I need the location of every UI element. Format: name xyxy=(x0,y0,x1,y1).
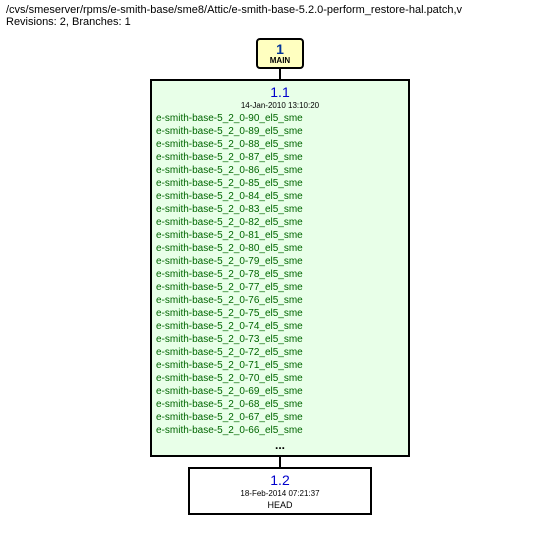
tag-item: e-smith-base-5_2_0-77_el5_sme xyxy=(156,281,404,294)
tag-item: e-smith-base-5_2_0-68_el5_sme xyxy=(156,398,404,411)
head-label: HEAD xyxy=(196,500,364,510)
rev-info: Revisions: 2, Branches: 1 xyxy=(6,16,554,28)
revision-node-1-1[interactable]: 1.1 14-Jan-2010 13:10:20 e-smith-base-5_… xyxy=(150,79,410,457)
tag-item: e-smith-base-5_2_0-73_el5_sme xyxy=(156,333,404,346)
tag-item: e-smith-base-5_2_0-76_el5_sme xyxy=(156,294,404,307)
tag-item: e-smith-base-5_2_0-74_el5_sme xyxy=(156,320,404,333)
tag-item: e-smith-base-5_2_0-69_el5_sme xyxy=(156,385,404,398)
tag-item: e-smith-base-5_2_0-66_el5_sme xyxy=(156,424,404,437)
branch-label: MAIN xyxy=(258,56,302,65)
file-path: /cvs/smeserver/rpms/e-smith-base/sme8/At… xyxy=(6,4,554,16)
connector xyxy=(279,457,281,467)
branch-number: 1 xyxy=(258,42,302,56)
tag-item: e-smith-base-5_2_0-71_el5_sme xyxy=(156,359,404,372)
tag-item: e-smith-base-5_2_0-88_el5_sme xyxy=(156,138,404,151)
revision-date: 14-Jan-2010 13:10:20 xyxy=(156,101,404,110)
tag-item: e-smith-base-5_2_0-83_el5_sme xyxy=(156,203,404,216)
tag-item: e-smith-base-5_2_0-87_el5_sme xyxy=(156,151,404,164)
revision-date: 18-Feb-2014 07:21:37 xyxy=(196,489,364,498)
tag-item: e-smith-base-5_2_0-90_el5_sme xyxy=(156,112,404,125)
tag-item: e-smith-base-5_2_0-85_el5_sme xyxy=(156,177,404,190)
tag-item: e-smith-base-5_2_0-78_el5_sme xyxy=(156,268,404,281)
branch-node-main[interactable]: 1 MAIN xyxy=(256,38,304,69)
header: /cvs/smeserver/rpms/e-smith-base/sme8/At… xyxy=(0,0,560,30)
tag-item: e-smith-base-5_2_0-89_el5_sme xyxy=(156,125,404,138)
connector xyxy=(279,69,281,79)
revision-number: 1.2 xyxy=(196,472,364,488)
revision-graph: 1 MAIN 1.1 14-Jan-2010 13:10:20 e-smith-… xyxy=(0,30,560,525)
tag-item: e-smith-base-5_2_0-67_el5_sme xyxy=(156,411,404,424)
tag-item: e-smith-base-5_2_0-82_el5_sme xyxy=(156,216,404,229)
tag-item: e-smith-base-5_2_0-75_el5_sme xyxy=(156,307,404,320)
revision-node-1-2[interactable]: 1.2 18-Feb-2014 07:21:37 HEAD xyxy=(188,467,372,515)
tag-item: e-smith-base-5_2_0-70_el5_sme xyxy=(156,372,404,385)
tag-item: e-smith-base-5_2_0-84_el5_sme xyxy=(156,190,404,203)
tag-item: e-smith-base-5_2_0-86_el5_sme xyxy=(156,164,404,177)
tag-list: e-smith-base-5_2_0-90_el5_smee-smith-bas… xyxy=(156,112,404,437)
tag-item: e-smith-base-5_2_0-72_el5_sme xyxy=(156,346,404,359)
tag-item: e-smith-base-5_2_0-81_el5_sme xyxy=(156,229,404,242)
ellipsis: ... xyxy=(156,438,404,452)
revision-number: 1.1 xyxy=(156,84,404,100)
tag-item: e-smith-base-5_2_0-79_el5_sme xyxy=(156,255,404,268)
tag-item: e-smith-base-5_2_0-80_el5_sme xyxy=(156,242,404,255)
